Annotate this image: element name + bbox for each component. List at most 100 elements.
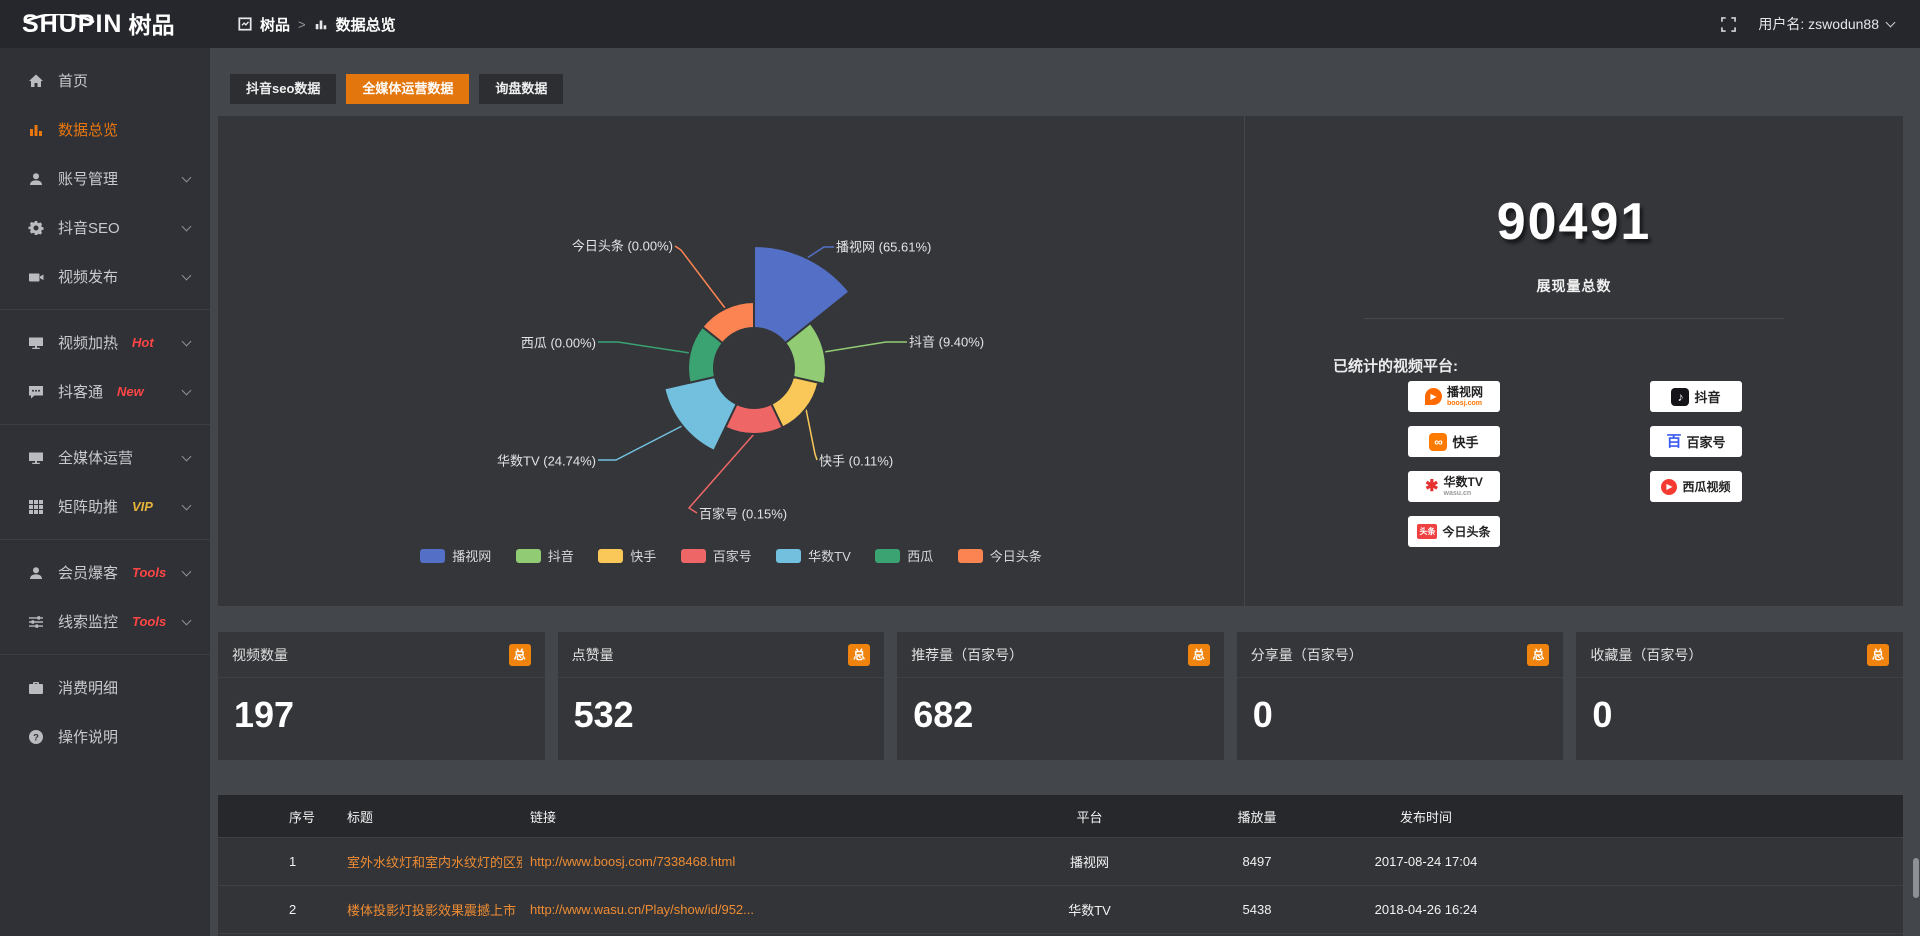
chevron-down-icon <box>181 385 192 395</box>
sidebar-item-member-tools[interactable]: 会员爆客 Tools <box>0 548 210 597</box>
rose-pie-chart: 播视网 (65.61%) 抖音 (9.40%) 快手 (0.11%) 百家号 (… <box>218 116 1244 606</box>
platform-badge-baijiahao: 百 百家号 <box>1650 426 1742 457</box>
platform-badge-boshiwang: ▶ 播视网 boosj.com <box>1408 381 1500 412</box>
wallet-icon <box>29 681 43 694</box>
bar-chart-icon <box>30 124 42 136</box>
stat-card-recommendations: 推荐量（百家号）总 682 <box>897 632 1224 760</box>
tab-all-media-data[interactable]: 全媒体运营数据 <box>346 74 470 104</box>
legend-item-washuTV[interactable]: 华数TV <box>776 546 851 565</box>
col-header-platform: 平台 <box>1076 809 1103 825</box>
col-header-no: 序号 <box>289 809 316 825</box>
sidebar-item-douyin-seo[interactable]: 抖音SEO <box>0 203 210 252</box>
cell-link[interactable]: http://www.boosj.com/7338468.html <box>530 854 736 869</box>
platform-column-right: ♪ 抖音 百 百家号 ▶ 西瓜视频 <box>1650 381 1742 516</box>
pie-label-toutiao: 今日头条 (0.00%) <box>571 238 673 254</box>
col-header-plays: 播放量 <box>1237 809 1277 825</box>
cell-platform: 华数TV <box>1068 903 1111 918</box>
stat-value: 532 <box>573 694 634 735</box>
page-scrollbar-thumb[interactable] <box>1913 858 1919 898</box>
svg-text:?: ? <box>33 732 39 743</box>
username-label: 用户名: zswodun88 <box>1758 16 1879 32</box>
chart-panel: 播视网 (65.61%) 抖音 (9.40%) 快手 (0.11%) 百家号 (… <box>218 116 1903 606</box>
sliders-icon <box>29 615 43 628</box>
videos-table: 序号 标题 链接 平台 播放量 发布时间 1 室外水纹灯和室内水纹灯的区别和简介… <box>218 795 1903 936</box>
legend-item-toutiao[interactable]: 今日头条 <box>957 546 1042 565</box>
legend-item-boshiwang[interactable]: 播视网 <box>420 546 491 565</box>
sidebar-item-clue-monitor[interactable]: 线索监控 Tools <box>0 597 210 646</box>
pie-slice-抖音[interactable] <box>783 321 827 386</box>
pie-slice-华数TV[interactable] <box>663 375 738 453</box>
monitor-icon <box>29 452 43 464</box>
chevron-down-icon <box>1885 17 1896 27</box>
table-row-partial <box>218 933 1903 936</box>
cell-platform: 播视网 <box>1069 855 1109 870</box>
leader-line-baijiahao <box>687 433 755 514</box>
sidebar-item-data-overview[interactable]: 数据总览 <box>0 105 210 154</box>
sidebar-item-video-heat[interactable]: 视频加热 Hot <box>0 318 210 367</box>
cell-time: 2018-04-26 16:24 <box>1374 902 1478 917</box>
breadcrumb-root-icon <box>238 17 252 31</box>
sidebar-item-account[interactable]: 账号管理 <box>0 154 210 203</box>
sidebar-item-all-media[interactable]: 全媒体运营 <box>0 433 210 482</box>
pie-chart-svg <box>598 244 907 514</box>
total-badge: 总 <box>508 643 531 666</box>
total-badge: 总 <box>1527 643 1550 666</box>
boosj-icon: ▶ <box>1424 388 1442 405</box>
pie-slice-播视网[interactable] <box>753 244 851 345</box>
cell-time: 2017-08-24 17:04 <box>1374 854 1478 869</box>
legend-swatch <box>776 548 802 563</box>
summary-panel: 90491 展现量总数 已统计的视频平台: ▶ 播视网 boosj.com ∞ 快… <box>1244 116 1903 606</box>
sidebar-item-matrix-boost[interactable]: 矩阵助推 VIP <box>0 482 210 531</box>
platform-badge-washuTV: ✱ 华数TV wasu.cn <box>1408 471 1500 502</box>
chart-legend: 播视网 抖音 快手 百家号 华数TV 西瓜 今日头条 <box>218 546 1244 568</box>
app-logo: SHUPIN 树品 <box>0 11 210 37</box>
col-header-time: 发布时间 <box>1399 809 1452 825</box>
legend-item-kuaishou[interactable]: 快手 <box>598 546 656 565</box>
fullscreen-icon[interactable] <box>1721 16 1737 32</box>
logo-arc-decoration <box>23 13 95 23</box>
help-icon: ? <box>29 729 43 744</box>
sidebar-item-expense-detail[interactable]: 消费明细 <box>0 663 210 712</box>
summary-divider <box>1364 318 1784 319</box>
pie-label-baijiahao: 百家号 (0.15%) <box>699 506 788 522</box>
sidebar-item-help[interactable]: ? 操作说明 <box>0 712 210 761</box>
stat-card-favorites: 收藏量（百家号）总 0 <box>1576 632 1903 760</box>
stat-card-video-count: 视频数量总 197 <box>218 632 545 760</box>
pie-label-xigua: 西瓜 (0.00%) <box>520 335 596 351</box>
legend-swatch <box>680 548 706 563</box>
pie-slice-今日头条[interactable] <box>700 300 755 345</box>
legend-swatch <box>598 548 624 563</box>
breadcrumb-current[interactable]: 数据总览 <box>335 16 396 34</box>
home-icon <box>29 74 43 87</box>
legend-item-baijiahao[interactable]: 百家号 <box>680 546 752 565</box>
hot-badge: Hot <box>132 335 154 350</box>
stat-value: 197 <box>234 694 295 735</box>
screen-icon <box>29 337 43 349</box>
sidebar-item-doketong[interactable]: 抖客通 New <box>0 367 210 416</box>
breadcrumb-root[interactable]: 树品 <box>260 16 291 34</box>
wasu-icon: ✱ <box>1425 477 1439 495</box>
sidebar-item-home[interactable]: 首页 <box>0 56 210 105</box>
cell-no: 2 <box>289 902 297 917</box>
cell-title[interactable]: 楼体投影灯投影效果震撼上市 <box>347 903 517 918</box>
user-menu[interactable]: 用户名: zswodun88 <box>1758 14 1896 34</box>
leader-line-boshiwang <box>806 246 834 259</box>
main-content: 抖音seo数据 全媒体运营数据 询盘数据 播视网 (65.61%) 抖音 (9.… <box>210 48 1920 936</box>
sidebar-item-video-publish[interactable]: 视频发布 <box>0 252 210 301</box>
legend-item-xigua[interactable]: 西瓜 <box>875 546 933 565</box>
cell-link[interactable]: http://www.wasu.cn/Play/show/id/952... <box>530 902 754 917</box>
new-badge: New <box>117 384 144 399</box>
legend-item-douyin[interactable]: 抖音 <box>515 546 574 565</box>
pie-label-washuTV: 华数TV (24.74%) <box>497 453 596 469</box>
legend-swatch <box>515 548 541 563</box>
col-header-title: 标题 <box>347 809 374 825</box>
leader-line-washuTV <box>598 425 683 461</box>
tab-inquiry-data[interactable]: 询盘数据 <box>479 74 564 104</box>
chevron-down-icon <box>181 172 192 182</box>
stat-value: 0 <box>1592 694 1613 735</box>
table-header-row: 序号 标题 链接 平台 播放量 发布时间 <box>218 795 1903 837</box>
grid-icon <box>29 499 43 514</box>
cell-title[interactable]: 室外水纹灯和室内水纹灯的区别和简介 <box>347 855 522 870</box>
video-icon <box>29 273 44 281</box>
tab-douyin-seo-data[interactable]: 抖音seo数据 <box>230 74 337 104</box>
